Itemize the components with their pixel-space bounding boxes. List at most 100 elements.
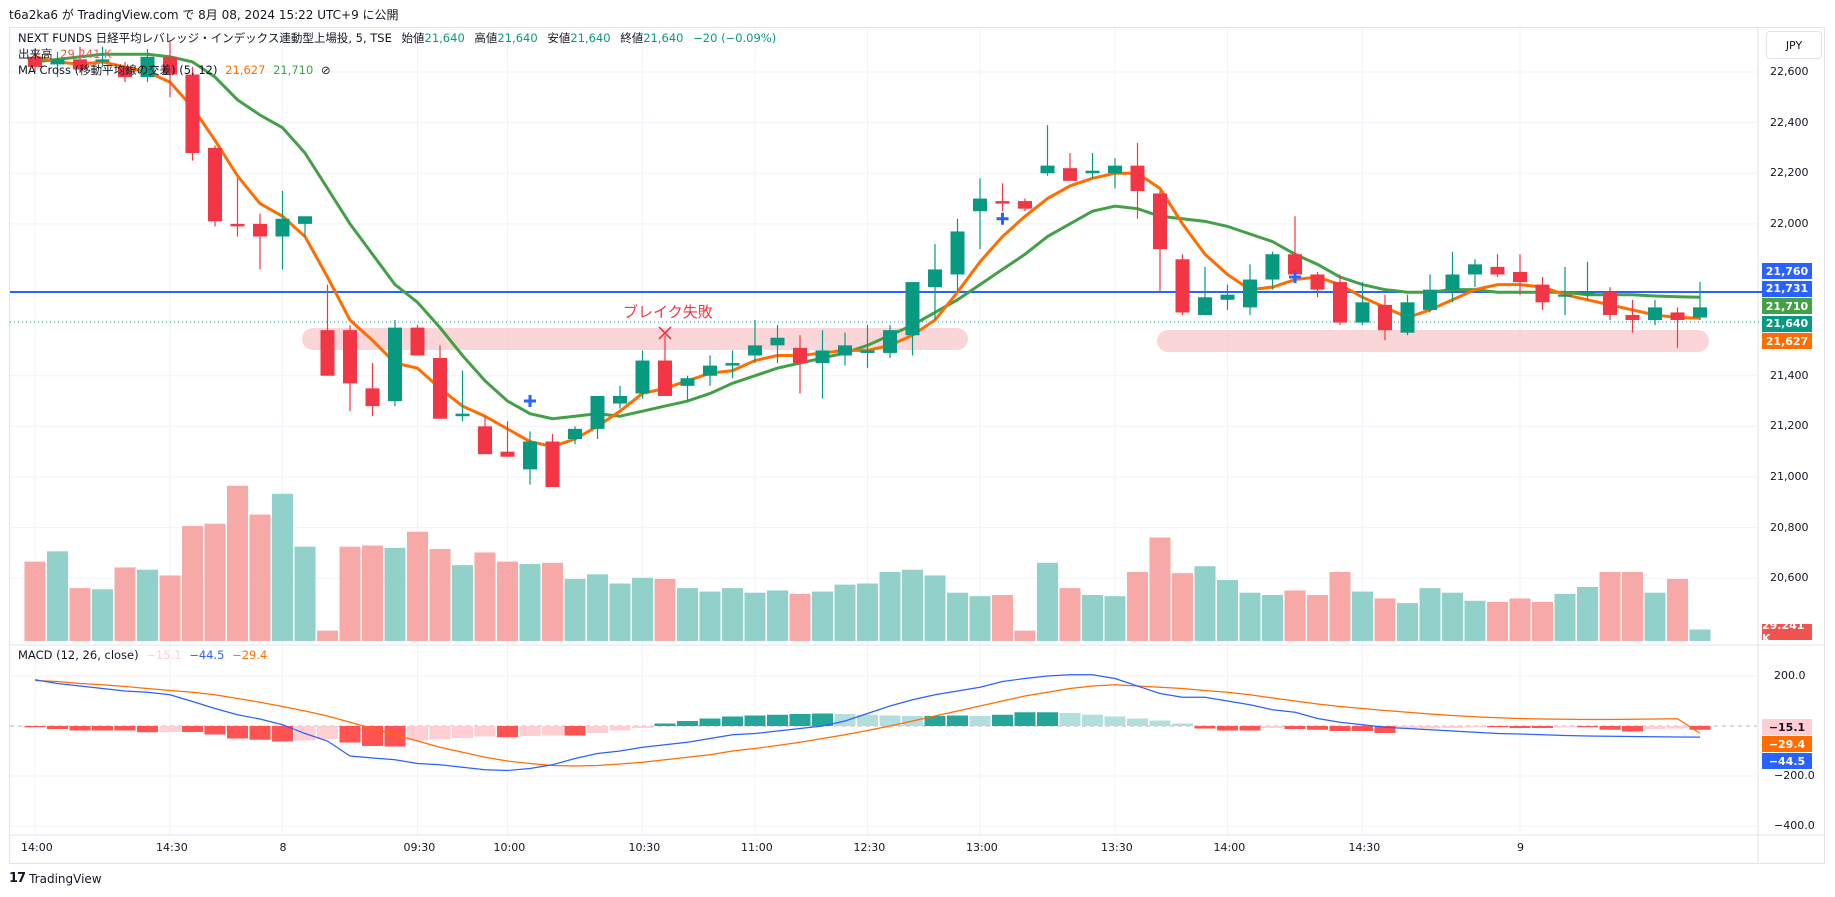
candle-body — [1040, 165, 1055, 174]
volume-bar — [1149, 537, 1171, 641]
volume-bar — [587, 574, 608, 641]
support-zone — [302, 328, 968, 350]
candle-body — [703, 365, 717, 376]
volume-bar — [654, 578, 676, 641]
macd-hist-value: −15.1 — [146, 648, 182, 662]
macd-legend: MACD (12, 26, close) −15.1 −44.5 −29.4 — [18, 648, 267, 662]
price-tick-label: 21,200 — [1770, 419, 1809, 433]
macd-line-value: −44.5 — [189, 648, 225, 662]
macd-histogram-bar — [474, 726, 496, 737]
macd-histogram-bar — [339, 726, 361, 743]
macd-histogram-bar — [1194, 726, 1216, 729]
volume-bar — [924, 575, 946, 641]
candle-body — [635, 360, 650, 394]
candle-body — [973, 198, 987, 212]
annotation-text[interactable]: ブレイク失敗 — [623, 303, 713, 321]
candle-body — [455, 413, 470, 417]
candle-body — [95, 59, 110, 62]
macd-histogram-bar — [1577, 726, 1598, 728]
footer: 17 TradingView — [9, 871, 102, 886]
macd-histogram-bar — [587, 726, 608, 733]
volume-tag: 29.241 K — [1762, 619, 1812, 645]
price-tick-label: 21,000 — [1770, 469, 1809, 483]
macd-histogram-bar — [1217, 726, 1238, 731]
low-label: 安値 — [547, 31, 571, 45]
macd-histogram-bar — [1667, 726, 1688, 729]
candle-body — [1063, 168, 1077, 181]
macd-histogram-bar — [632, 726, 653, 728]
volume-bar — [1464, 600, 1486, 641]
time-tick-label: 12:30 — [853, 841, 886, 854]
candle-body — [613, 395, 627, 404]
volume-bar — [632, 577, 653, 641]
candle-body — [793, 347, 807, 364]
macd-histogram-bar — [114, 726, 136, 731]
price-tick-label: 22,400 — [1770, 115, 1809, 129]
candle-body — [860, 350, 875, 353]
macd-tick-label: −200.0 — [1774, 769, 1815, 782]
macd-histogram-bar — [767, 714, 788, 726]
publish-info: t6a2ka6 が TradingView.com で 8月 08, 2024 … — [9, 8, 399, 22]
candle-body — [995, 201, 1010, 204]
time-tick-label: 14:30 — [156, 841, 188, 854]
macd-histogram-bar — [92, 726, 113, 731]
macd-histogram-bar — [1487, 726, 1508, 728]
price-tick-label: 22,200 — [1770, 166, 1809, 180]
volume-bar — [1284, 590, 1306, 641]
support-zone — [1157, 330, 1709, 352]
change-value: −20 (−0.09%) — [693, 31, 777, 45]
symbol-legend: NEXT FUNDS 日経平均レバレッジ・インデックス連動型上場投, 5, TS… — [18, 30, 776, 46]
macd-histogram-bar — [47, 726, 68, 729]
macd-tag: −29.4 — [1762, 736, 1812, 752]
macd-line — [34, 674, 1701, 772]
candle-body — [140, 56, 155, 78]
time-tick-label: 14:00 — [21, 841, 53, 854]
ma-legend: MA Cross (移動平均線の交差) (5, 12) 21,627 21,71… — [18, 62, 331, 78]
volume-bar — [24, 561, 46, 641]
candle-body — [928, 269, 942, 288]
macd-histogram-bar — [429, 726, 451, 740]
price-tick-label: 20,600 — [1770, 571, 1809, 585]
candle-body — [28, 56, 42, 67]
macd-histogram-bar — [362, 726, 383, 746]
volume-bar — [857, 583, 878, 641]
macd-histogram-bar — [699, 718, 721, 726]
candle-body — [253, 223, 267, 237]
candle-body — [1693, 307, 1707, 318]
candle-body — [1423, 289, 1437, 310]
hide-icon[interactable]: ⊘ — [320, 63, 331, 77]
macd-tick-label: −400.0 — [1774, 819, 1815, 832]
candle-body — [658, 360, 672, 396]
macd-histogram-bar — [542, 726, 563, 736]
volume-bar — [497, 561, 518, 641]
volume-bar — [789, 593, 811, 641]
volume-bar — [1307, 595, 1328, 641]
macd-histogram-bar — [1149, 720, 1171, 726]
volume-bar — [1104, 596, 1126, 641]
volume-bar — [744, 592, 766, 641]
time-tick-label: 13:00 — [966, 841, 998, 854]
macd-signal-value: −29.4 — [232, 648, 268, 662]
candle-body — [275, 218, 290, 237]
price-tag: 21,710 — [1762, 298, 1812, 314]
macd-signal-line — [34, 679, 1701, 767]
macd-histogram-bar — [519, 726, 541, 736]
close-label: 終値 — [620, 31, 644, 45]
candle-body — [1648, 307, 1662, 321]
candle-body — [320, 330, 335, 376]
candle-body — [410, 327, 425, 356]
volume-bar — [182, 526, 203, 641]
volume-bar — [879, 572, 901, 641]
price-tick-label: 20,800 — [1770, 520, 1809, 534]
macd-histogram-bar — [609, 726, 631, 731]
macd-histogram-bar — [1374, 726, 1396, 733]
candle-body — [50, 59, 65, 65]
currency-button[interactable]: JPY — [1766, 31, 1822, 59]
macd-tick-label: 200.0 — [1774, 669, 1806, 682]
macd-histogram-bar — [24, 726, 46, 728]
volume-bar — [564, 578, 586, 641]
low-value: 21,640 — [570, 31, 611, 45]
candle-body — [1468, 264, 1482, 275]
volume-bar — [767, 590, 788, 641]
